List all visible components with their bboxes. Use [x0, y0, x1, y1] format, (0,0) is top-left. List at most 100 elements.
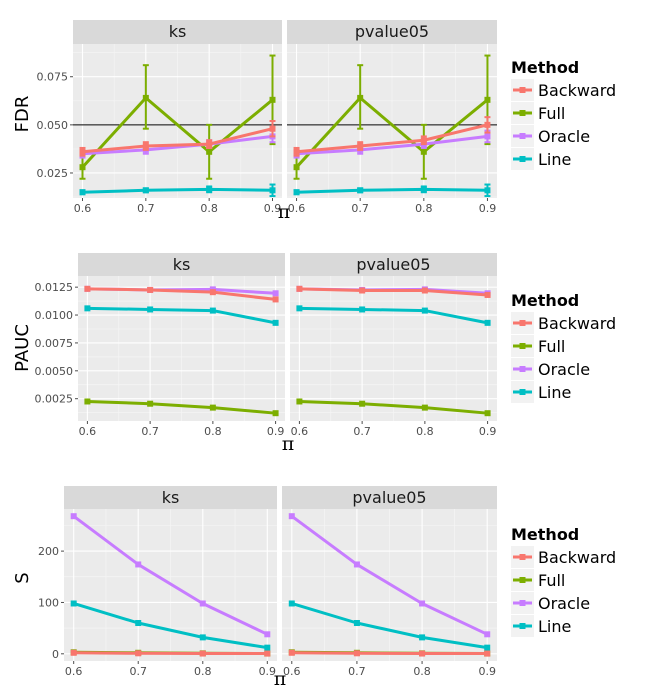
data-point	[484, 187, 491, 194]
series-backward	[296, 285, 491, 298]
legend-item-line: Line	[511, 148, 571, 170]
facet-strip	[73, 20, 282, 44]
panel-fdr-pvalue05: pvalue05 0.6 0.7 0.8 0.9	[287, 20, 497, 215]
data-point	[420, 148, 427, 155]
series-backward	[70, 649, 271, 657]
y-tick-label: 0.0100	[35, 309, 74, 322]
data-point	[269, 96, 276, 103]
data-point	[209, 289, 216, 296]
legend-key-point	[519, 133, 526, 139]
x-tick-label: 0.9	[479, 425, 497, 438]
x-axis-title: π	[274, 668, 287, 690]
data-point	[79, 189, 86, 196]
series-line	[296, 187, 488, 194]
data-point	[484, 650, 491, 657]
data-point	[484, 410, 491, 417]
legend-item-full: Full	[511, 335, 565, 357]
x-tick-label: 0.8	[413, 665, 431, 678]
series-line	[82, 134, 273, 156]
series-backward	[79, 120, 276, 157]
facet-strip-label: pvalue05	[352, 488, 426, 507]
legend-key-point	[519, 600, 526, 606]
series-oracle	[288, 513, 491, 638]
data-point	[135, 650, 142, 657]
legend-key-point	[519, 320, 526, 326]
data-point	[206, 148, 213, 155]
data-point	[135, 620, 142, 626]
series-line	[87, 287, 276, 301]
data-point	[357, 187, 364, 194]
y-tick-label: 0.050	[37, 119, 69, 132]
data-point	[79, 164, 86, 171]
data-point	[421, 287, 428, 294]
series-line	[296, 123, 488, 154]
facet-strip-label: ks	[162, 488, 180, 507]
data-point	[359, 400, 366, 407]
x-tick-label: 0.7	[351, 202, 369, 215]
legend-key-point	[519, 366, 526, 372]
data-point	[84, 305, 91, 312]
panel-s-pvalue05: pvalue05 0.6 0.7 0.8 0.9	[282, 486, 497, 678]
data-point	[70, 600, 77, 607]
x-tick-label: 0.7	[141, 425, 159, 438]
chart-s: ks 0.6 0.7 0.8 0.9 0 100 200 pvalue05 0.6 0.7 0.8 0.…	[12, 486, 616, 690]
data-point	[420, 137, 427, 144]
series-full	[84, 398, 279, 417]
x-tick-label: 0.6	[79, 425, 97, 438]
legend-label: Oracle	[538, 127, 590, 146]
legend-label: Full	[538, 104, 565, 123]
data-point	[293, 189, 300, 196]
data-point	[484, 96, 491, 103]
legend-label: Oracle	[538, 594, 590, 613]
series-line	[87, 399, 276, 415]
legend-title: Method	[511, 525, 579, 544]
legend-label: Full	[538, 337, 565, 356]
data-point	[135, 561, 142, 568]
panel-pauc-ks: ks 0.6 0.7 0.8 0.9 0.0025 0.0050 0.0075 0.0100 0.…	[35, 253, 285, 438]
series-line	[291, 651, 488, 656]
data-point	[264, 650, 271, 657]
legend-item-backward: Backward	[511, 312, 616, 334]
series-line	[72, 514, 268, 636]
data-point	[199, 634, 206, 641]
data-point	[199, 600, 206, 607]
legend: Method Backward Full Oracle Line	[511, 525, 616, 637]
data-point	[484, 319, 491, 326]
legend-item-backward: Backward	[511, 546, 616, 568]
legend-key-point	[519, 110, 526, 116]
legend-title: Method	[511, 291, 579, 310]
legend-label: Line	[538, 383, 571, 402]
x-tick-label: 0.9	[479, 202, 497, 215]
legend-item-oracle: Oracle	[511, 358, 590, 380]
facet-strip-label: ks	[173, 255, 191, 274]
x-tick-label: 0.8	[415, 202, 433, 215]
series-line	[299, 306, 488, 325]
data-point	[84, 285, 91, 292]
y-tick-label: 0.0050	[35, 365, 74, 378]
legend-key-point	[519, 623, 526, 629]
x-tick-label: 0.9	[267, 425, 285, 438]
data-point	[206, 186, 213, 193]
legend-label: Backward	[538, 548, 616, 567]
x-tick-label: 0.6	[291, 425, 309, 438]
series-line	[296, 305, 491, 326]
x-tick-label: 0.9	[259, 665, 277, 678]
y-tick-label: 0.025	[37, 167, 69, 180]
x-tick-label: 0.9	[264, 202, 282, 215]
facet-strip	[290, 253, 497, 276]
legend-key-point	[519, 343, 526, 349]
data-point	[296, 305, 303, 312]
legend-key-point	[519, 156, 526, 162]
y-axis-title: FDR	[12, 96, 33, 133]
data-point	[421, 307, 428, 314]
legend-item-line: Line	[511, 615, 571, 637]
data-point	[142, 94, 149, 101]
legend-item-full: Full	[511, 102, 565, 124]
facet-strip-label: pvalue05	[356, 255, 430, 274]
data-point	[288, 600, 295, 607]
legend-title: Method	[511, 58, 579, 77]
series-line	[299, 287, 488, 297]
data-point	[84, 398, 91, 405]
data-point	[272, 296, 279, 303]
series-backward	[293, 116, 491, 157]
